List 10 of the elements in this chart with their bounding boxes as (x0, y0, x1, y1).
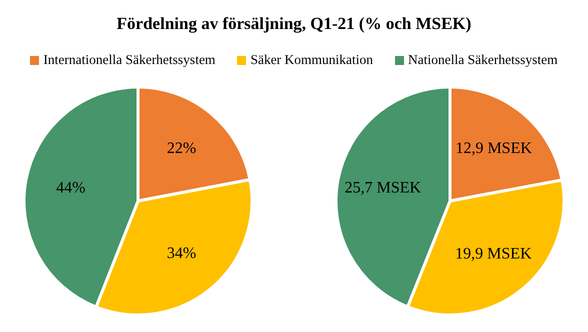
data-label: 22% (166, 140, 196, 157)
data-label: 44% (56, 180, 86, 197)
data-label: 19,9 MSEK (455, 245, 532, 262)
data-label: 25,7 MSEK (344, 180, 422, 197)
legend-label: Internationella Säkerhetssystem (43, 52, 216, 68)
legend-label: Säker Kommunikation (250, 52, 374, 68)
chart-title: Fördelning av försäljning, Q1-21 (% och MSEK) (116, 13, 472, 35)
data-label: 34% (166, 245, 196, 262)
legend-label: Nationella Säkerhetssystem (408, 52, 558, 68)
data-label: 12,9 MSEK (455, 140, 532, 157)
